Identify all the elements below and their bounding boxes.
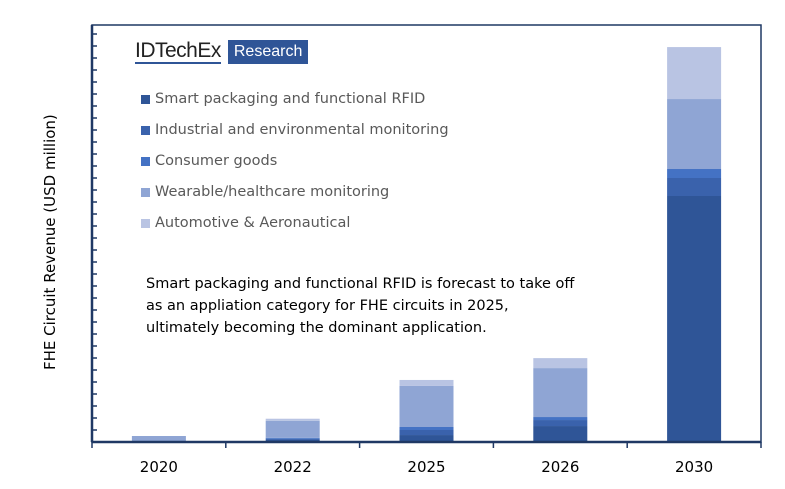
legend-item: Automotive & Aeronautical xyxy=(141,215,350,231)
legend-swatch xyxy=(141,218,150,228)
bar-segment xyxy=(399,435,454,442)
legend-label: Consumer goods xyxy=(155,153,278,169)
bar-segment xyxy=(131,436,186,442)
bar-segment xyxy=(667,178,722,196)
legend-swatch xyxy=(141,125,150,135)
bar-segment xyxy=(533,368,588,418)
bar-segment xyxy=(265,438,320,440)
legend-item: Consumer goods xyxy=(141,153,277,169)
y-axis-label: FHE Circuit Revenue (USD million) xyxy=(41,114,59,370)
x-tick-label: 2026 xyxy=(541,458,579,476)
bar-segment xyxy=(265,418,320,421)
bar-segment xyxy=(533,420,588,427)
bar-segment xyxy=(399,385,454,427)
bar-segment xyxy=(399,430,454,436)
idtechex-logo: IDTechEx Research xyxy=(135,39,309,64)
legend-swatch xyxy=(141,94,150,104)
x-tick-label: 2020 xyxy=(140,458,178,476)
bar-segment xyxy=(667,196,722,442)
legend-swatch xyxy=(141,187,150,197)
logo-brand: IDTechEx xyxy=(135,39,221,64)
legend-item: Smart packaging and functional RFID xyxy=(141,91,425,107)
legend-label: Automotive & Aeronautical xyxy=(155,215,351,231)
bar-segment xyxy=(265,420,320,438)
legend-label: Industrial and environmental monitoring xyxy=(155,122,449,138)
legend-label: Wearable/healthcare monitoring xyxy=(155,184,390,200)
legend-swatch xyxy=(141,156,150,166)
x-tick-label: 2025 xyxy=(407,458,445,476)
x-tick-label: 2030 xyxy=(675,458,713,476)
legend-item: Industrial and environmental monitoring xyxy=(141,122,449,138)
bar-segment xyxy=(667,169,722,178)
x-tick-label: 2022 xyxy=(274,458,312,476)
plot-frame xyxy=(91,24,762,443)
bar-segment xyxy=(667,47,722,100)
bar-segment xyxy=(667,99,722,169)
logo-tag: Research xyxy=(227,40,309,64)
annotation: Smart packaging and functional RFID is f… xyxy=(146,276,575,336)
bar-segment xyxy=(533,417,588,421)
bar-segment xyxy=(533,358,588,369)
bar-segment xyxy=(265,437,320,439)
bar-segment xyxy=(399,379,454,386)
bar-segment xyxy=(533,426,588,442)
bar-segment xyxy=(399,427,454,430)
legend-item: Wearable/healthcare monitoring xyxy=(141,184,389,200)
legend-label: Smart packaging and functional RFID xyxy=(155,91,426,107)
